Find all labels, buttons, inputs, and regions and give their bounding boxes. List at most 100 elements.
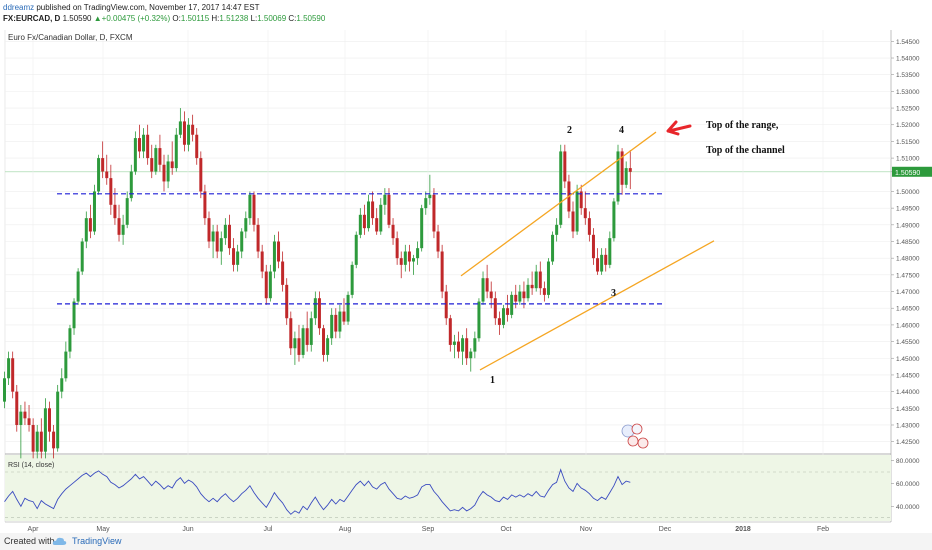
candle [493,291,497,325]
candle [60,368,64,399]
candle-body [219,238,223,252]
price-tick-label: 1.45000 [896,356,920,363]
time-tick-label: Sep [422,526,435,533]
candle-body [248,194,252,219]
candle [461,334,465,365]
candle-body [264,271,268,299]
publisher-line: ddreamz published on TradingView.com, No… [3,3,259,12]
candle-body [510,294,514,315]
candle [27,404,31,432]
candle-body [489,291,493,299]
candle-body [154,148,158,172]
candle-body [338,311,342,332]
rsi-pane-background [5,455,891,521]
candle [428,174,432,205]
candle [608,231,612,269]
candle [195,128,199,165]
tradingview-brand[interactable]: TradingView [72,536,122,546]
candle-body [191,124,195,135]
candle-body [395,238,399,259]
candle [387,188,391,229]
candle-body [600,254,604,272]
author-name[interactable]: ddreamz [3,3,35,12]
candle-body [473,338,477,352]
candle [211,224,215,259]
candle-body [68,328,72,352]
low-value: 1.50069 [257,14,287,23]
candle-body [211,231,215,242]
candle [281,251,285,292]
candle-body [371,201,375,219]
candle-body [452,341,456,345]
candle-body [23,411,27,419]
candle [313,291,317,325]
candle-body [317,298,321,329]
price-tick-label: 1.48000 [896,256,920,263]
candle-body [146,134,150,159]
candle [448,314,452,352]
candle [125,191,129,229]
candle [289,311,293,355]
wave-label: 4 [619,125,624,136]
candlestick-series [3,108,632,459]
candle [7,351,11,385]
candle [350,261,354,299]
candle-body [252,194,256,225]
candle [76,268,80,305]
candle [187,118,191,152]
candle [223,218,227,245]
candle [232,238,236,272]
candle [518,284,522,305]
candle [301,324,305,359]
candle-body [129,171,133,199]
candle [203,184,207,225]
candle [412,254,415,275]
candle [207,211,211,249]
price-tick-label: 1.45500 [896,339,920,346]
candle-body [236,251,240,265]
wave-label: 3 [611,288,616,299]
candle [497,311,501,335]
candle [514,284,518,309]
candle-body [379,204,383,232]
candle-body [604,254,608,265]
candle [68,324,72,359]
candle-body [72,301,76,329]
candle-body [428,194,432,199]
time-tick-label: Nov [580,526,593,533]
wave-label: 1 [490,375,495,386]
price-tick-label: 1.51500 [896,139,920,146]
candle [334,308,338,339]
candle-body [121,224,125,235]
candle-body [596,258,600,272]
candle-body [412,258,415,262]
time-tick-label: Jun [182,526,193,533]
candle-body [27,418,31,425]
price-axis: 1.54500 1.54000 1.53500 1.53000 1.52500 1.520… [891,39,932,511]
candle [473,331,477,359]
candle-body [3,378,6,402]
candle-body [461,338,465,352]
candle-body [158,148,162,165]
last-price-label: 1.50590 [895,170,920,177]
red-arrow-icon [666,120,692,136]
chart-area[interactable]: Euro Fx/Canadian Dollar, D, FXCM 1 2 3 4 Top… [0,0,932,533]
candle [444,284,448,325]
candle-body [575,191,579,232]
price-tick-label: 1.49000 [896,222,920,229]
candle-body [559,151,563,225]
candle [342,298,346,325]
candle-body [326,338,330,355]
time-tick-label: Oct [501,526,512,533]
time-tick-label: Jul [264,526,273,533]
rsi-tick-label: 40.0000 [896,504,920,511]
candle-body [166,161,170,182]
candle [317,291,321,335]
candle [182,111,186,152]
candle-body [571,211,575,232]
candle [591,228,595,265]
candle [305,311,309,352]
price-tick-label: 1.46500 [896,306,920,313]
candle [542,281,546,302]
candle [546,258,550,299]
